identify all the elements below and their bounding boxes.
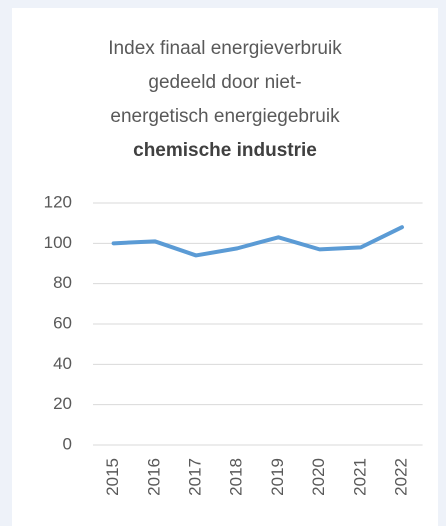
x-tick-label: 2022 <box>391 458 410 496</box>
y-tick-label: 40 <box>53 354 72 373</box>
y-tick-label: 20 <box>53 394 72 413</box>
chart-title: energetisch energiegebruik <box>110 106 340 127</box>
x-tick-label: 2018 <box>227 458 246 496</box>
x-tick-label: 2015 <box>103 458 122 496</box>
y-tick-label: 60 <box>53 313 72 332</box>
x-tick-label: 2020 <box>309 458 328 496</box>
y-tick-label: 120 <box>44 192 72 211</box>
x-tick-label: 2019 <box>268 458 287 496</box>
chart-panel <box>12 8 438 526</box>
y-tick-label: 0 <box>63 434 72 453</box>
chart-title: Index finaal energieverbruik <box>108 38 342 59</box>
chart-subtitle: chemische industrie <box>133 140 317 161</box>
x-tick-label: 2017 <box>185 458 204 496</box>
chart-title: gedeeld door niet- <box>148 72 301 93</box>
data-line <box>111 225 404 258</box>
y-tick-label: 80 <box>53 273 72 292</box>
x-tick-label: 2021 <box>350 458 369 496</box>
y-tick-label: 100 <box>44 233 72 252</box>
x-tick-label: 2016 <box>144 458 163 496</box>
